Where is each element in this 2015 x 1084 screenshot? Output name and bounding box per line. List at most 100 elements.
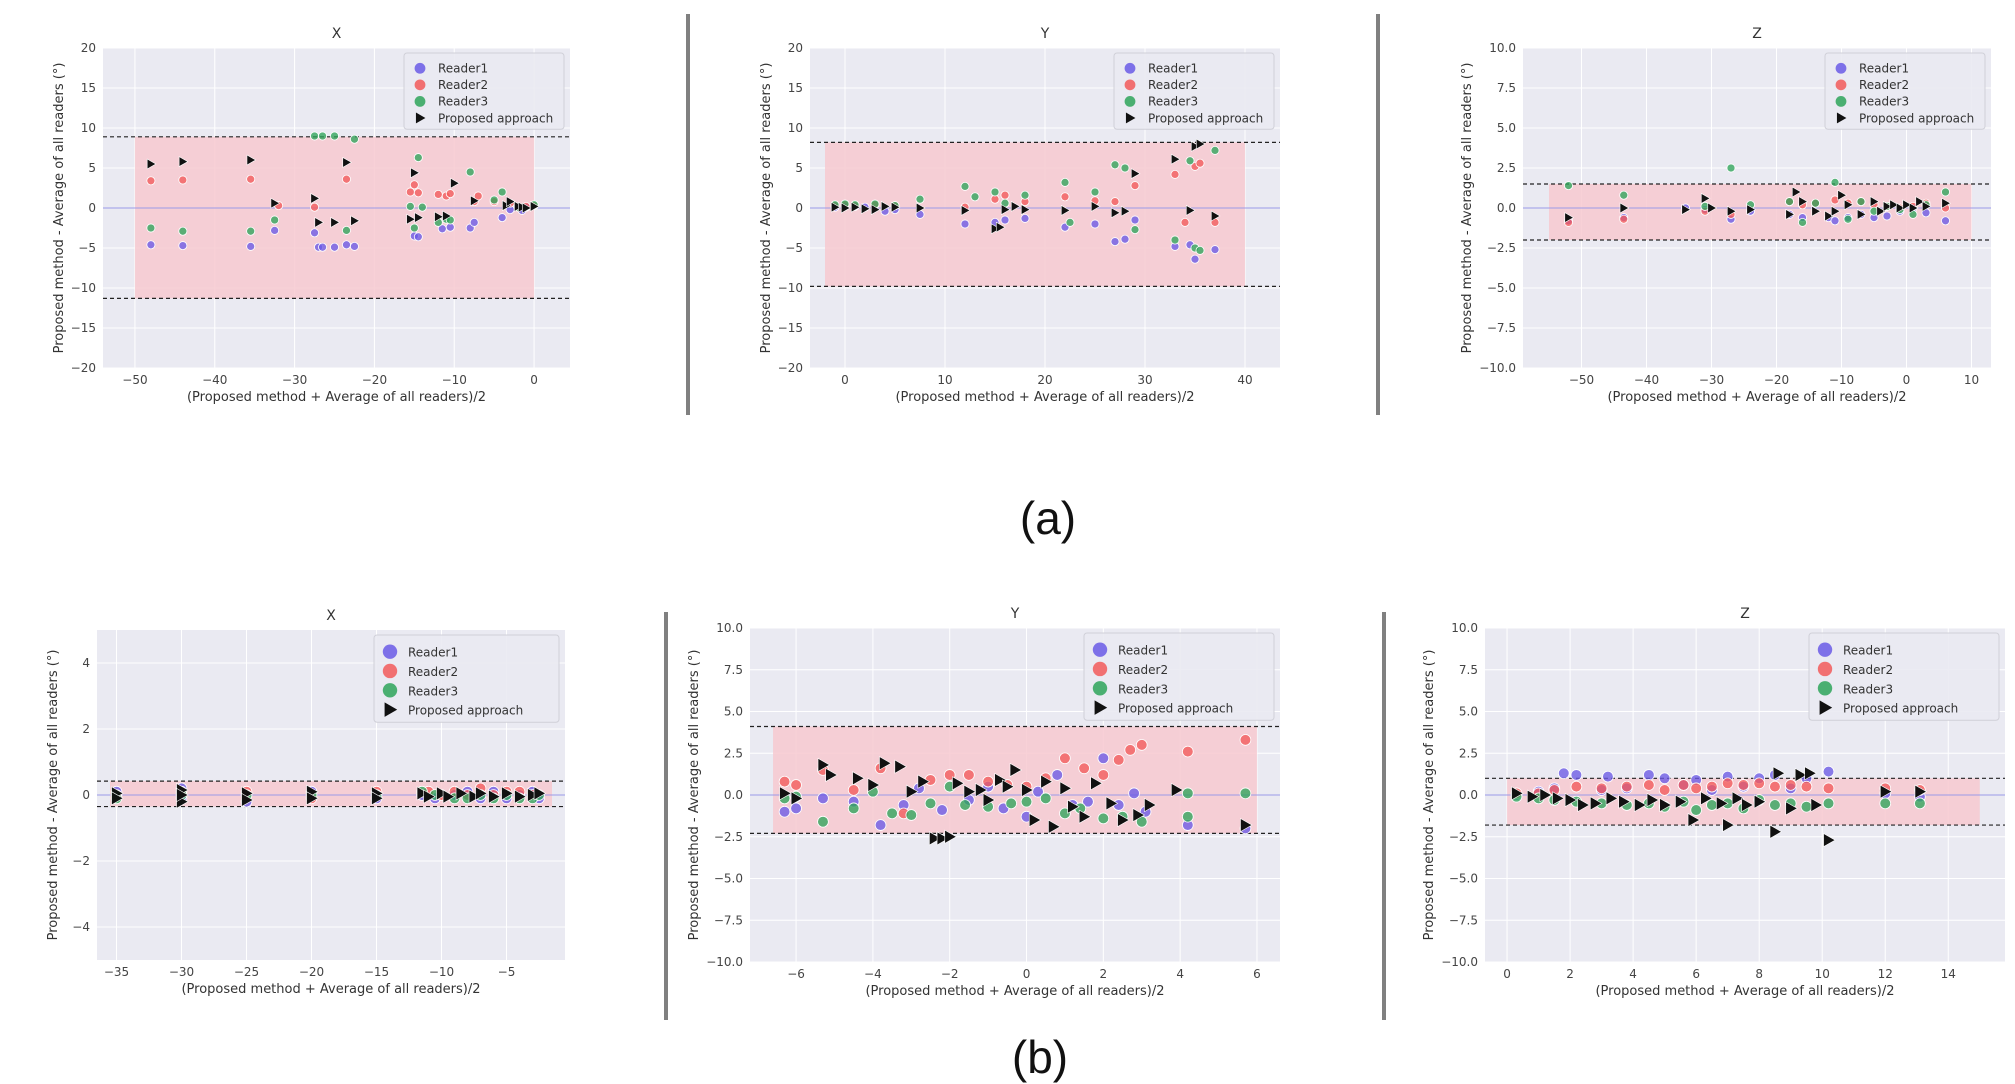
reader3-point [924, 797, 937, 810]
proposed-approach-marker [1117, 812, 1130, 828]
reader1-point [1557, 767, 1570, 780]
legend-proposed-marker [1819, 700, 1833, 715]
proposed-approach-marker [1837, 189, 1848, 201]
proposed-approach-marker [1741, 797, 1754, 813]
reader1-point [1082, 795, 1094, 808]
reader3-point [1110, 160, 1120, 170]
proposed-approach-marker [470, 195, 480, 207]
legend-reader3-marker [1835, 96, 1847, 107]
y-tick-label: 10.0 [1489, 41, 1516, 55]
y-tick-label: 2.5 [1497, 161, 1516, 175]
proposed-approach-marker [1078, 809, 1092, 824]
proposed-approach-marker [936, 831, 950, 846]
reader1-point [936, 804, 948, 816]
legend-proposed-marker [1094, 700, 1108, 715]
proposed-approach-marker [1791, 186, 1802, 198]
panel-a-x: −50 −40 −30 −20 −10 0−20−15−10−505101520X(Pro… [52, 26, 570, 405]
legend-label: Reader1 [1148, 62, 1198, 76]
proposed-approach-marker [850, 201, 861, 213]
reader1-point [342, 240, 351, 250]
legend-reader2-marker [414, 79, 426, 91]
proposed-approach-marker [530, 200, 540, 212]
reader1-point [1090, 219, 1100, 229]
proposed-approach-marker [1830, 205, 1841, 217]
reader2-point [1170, 169, 1180, 179]
reader3-point [1856, 197, 1866, 207]
reader1-point [1822, 765, 1835, 778]
reader3-point [1914, 797, 1926, 810]
reader3-point [178, 226, 188, 236]
proposed-approach-marker [1059, 781, 1073, 796]
proposed-approach-marker [1804, 766, 1817, 781]
x-tick-label: 40 [1237, 373, 1252, 387]
reader2-point [1753, 777, 1765, 790]
legend-label: Reader2 [438, 78, 488, 92]
reader3-point [1726, 163, 1736, 173]
panel-b-z: 0 2 4 6 8 10 12 14 −10.0 −7.5 −5.0 −2.5 0.0 2.5 5.0 7.5… [1422, 606, 2005, 999]
proposed-approach-marker [1527, 789, 1540, 804]
reader3-point [413, 153, 423, 163]
proposed-approach-marker [1002, 779, 1015, 794]
reader2-point [146, 176, 156, 186]
legend-label: Reader2 [408, 665, 458, 679]
proposed-approach-marker [1843, 199, 1854, 211]
reader3-point [350, 134, 359, 144]
proposed-approach-marker [890, 201, 901, 213]
reader1-point [1120, 234, 1130, 244]
proposed-approach-marker [1067, 799, 1080, 814]
y-tick-label: 2.5 [1459, 746, 1478, 760]
x-tick-label: −35 [104, 965, 129, 979]
legend-box [1808, 632, 2000, 721]
proposed-approach-marker [1048, 819, 1061, 834]
reader2-point [1619, 214, 1629, 224]
reader3-point [905, 809, 918, 821]
reader3-point [417, 202, 427, 212]
y-tick-label: −5 [78, 241, 96, 255]
reader3-point [246, 226, 256, 236]
proposed-approach-marker [915, 202, 926, 214]
reader2-point [1097, 769, 1110, 781]
x-tick-label: −10 [442, 373, 467, 387]
proposed-approach-marker [1009, 762, 1023, 778]
reader3-point [1239, 787, 1252, 800]
proposed-approach-marker [1707, 202, 1718, 214]
proposed-approach-marker [442, 210, 452, 222]
proposed-approach-marker [870, 204, 881, 216]
proposed-approach-marker [522, 202, 532, 214]
x-tick-label: 0 [1903, 373, 1911, 387]
legend-box [403, 52, 565, 130]
x-tick-label: 0 [530, 373, 538, 387]
proposed-approach-marker [1144, 797, 1157, 813]
y-tick-label: −10 [71, 281, 96, 295]
y-tick-label: −15 [71, 321, 96, 335]
proposed-approach-marker [1105, 796, 1119, 811]
proposed-approach-marker [1010, 200, 1021, 212]
reader3-point [318, 131, 327, 141]
reader2-point [1784, 779, 1797, 791]
reader1-point [146, 240, 156, 250]
proposed-approach-marker [1020, 204, 1031, 216]
y-tick-label: 7.5 [724, 663, 743, 677]
y-tick-label: 2 [82, 722, 90, 736]
x-tick-label: 4 [1629, 967, 1637, 981]
reader3-point [1785, 197, 1794, 207]
legend-label: Proposed approach [1859, 111, 1974, 125]
reader1-point [1658, 772, 1671, 785]
reader3-point [1039, 792, 1052, 805]
panel-b-y: −6 −4 −2 0 2 4 6 −10.0 −7.5 −5.0 −2.5 0.0 2.5 5.0 7.5 1… [687, 606, 1280, 999]
legend-reader2-marker [1124, 79, 1136, 91]
legend-reader2-marker [1817, 661, 1833, 677]
proposed-approach-marker [952, 776, 965, 791]
proposed-approach-marker [488, 789, 501, 804]
reader2-point [963, 769, 975, 781]
proposed-approach-marker [501, 786, 514, 801]
proposed-approach-marker [840, 202, 851, 214]
reader1-point [178, 241, 188, 251]
x-tick-label: −25 [234, 965, 259, 979]
reader3-point [1097, 812, 1110, 825]
proposed-approach-marker [830, 201, 841, 213]
reader1-point [1000, 215, 1010, 225]
proposed-approach-marker [241, 792, 254, 808]
reader2-point [1000, 190, 1010, 200]
